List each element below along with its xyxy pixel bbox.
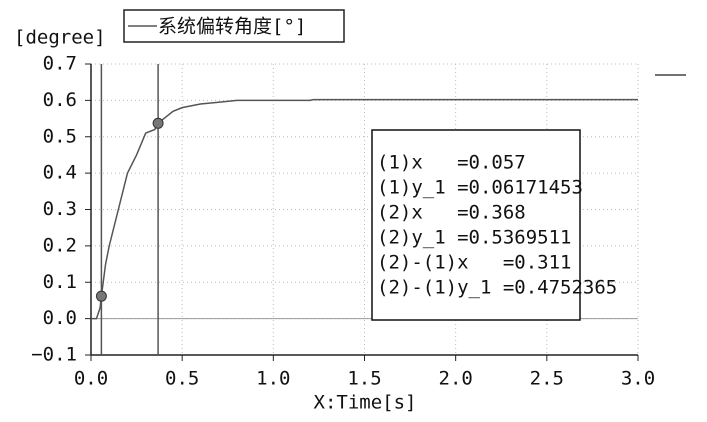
series-line bbox=[91, 98, 638, 320]
y-tick-label: 0.0 bbox=[43, 307, 77, 329]
x-tick-label: 0.0 bbox=[74, 368, 108, 390]
y-tick-label: 0.4 bbox=[43, 162, 77, 184]
x-tick-label: 1.0 bbox=[256, 368, 290, 390]
y-tick-label: 0.3 bbox=[43, 198, 77, 220]
readout-text: (1)x =0.057 bbox=[377, 152, 526, 174]
x-tick-label: 3.0 bbox=[621, 368, 655, 390]
y-tick-label: 0.5 bbox=[43, 125, 77, 147]
x-tick-label: 2.0 bbox=[439, 368, 473, 390]
legend-box bbox=[123, 9, 345, 43]
cursor-point bbox=[152, 117, 164, 129]
readout-text: (1)y_1 =0.06171453 bbox=[377, 177, 583, 199]
readout-text: (2)y_1 =0.5369511 bbox=[377, 227, 571, 249]
y-tick-label: 0.2 bbox=[43, 234, 77, 256]
cursor-point bbox=[95, 290, 107, 302]
readout-box bbox=[371, 129, 581, 321]
x-tick-label: 2.5 bbox=[530, 368, 564, 390]
y-tick-label: 0.6 bbox=[43, 89, 77, 111]
y-tick-label: 0.1 bbox=[43, 271, 77, 293]
y-tick-label: 0.7 bbox=[43, 53, 77, 75]
readout-text: (2)-(1)x =0.311 bbox=[377, 252, 571, 274]
y-tick-label: −0.1 bbox=[31, 344, 77, 366]
legend-label: 系统偏转角度[°] bbox=[158, 16, 306, 38]
readout-text: (2)x =0.368 bbox=[377, 202, 526, 224]
y-axis-label: [degree] bbox=[14, 27, 106, 49]
x-tick-label: 1.5 bbox=[347, 368, 381, 390]
x-tick-label: 0.5 bbox=[165, 368, 199, 390]
readout-text: (2)-(1)y_1 =0.4752365 bbox=[377, 277, 617, 299]
x-axis-label: X:Time[s] bbox=[314, 392, 417, 414]
